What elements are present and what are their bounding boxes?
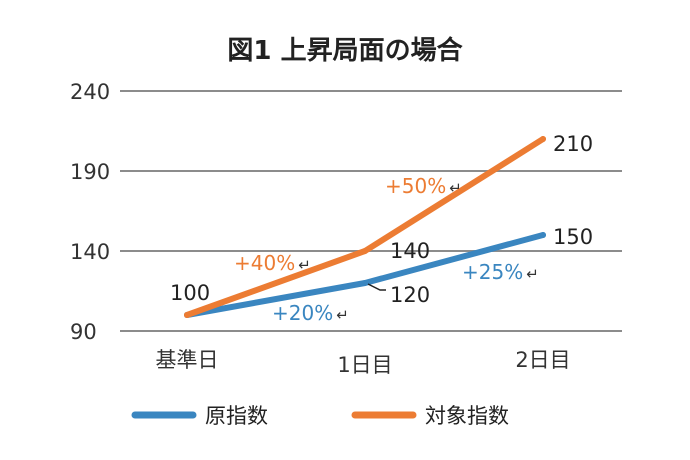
axis-labels: 90 140 190 240 基準日 1日目 2日目 [70,80,571,377]
y-tick-label: 90 [70,320,97,344]
y-tick-label: 240 [70,80,110,104]
legend-label: 対象指数 [425,404,509,428]
data-point [362,280,368,286]
grid-lines [120,90,622,332]
y-tick-label: 140 [70,240,110,264]
legend-label: 原指数 [205,404,268,428]
data-label: 100 [170,281,210,305]
series-lines [184,136,546,318]
change-label: +40% ↵ [234,251,311,275]
data-point [184,312,190,318]
chart-title: 図1 上昇局面の場合 [227,36,463,66]
legend: 原指数 対象指数 [131,404,509,428]
data-label: 140 [390,239,430,263]
x-tick-label: 2日目 [515,348,570,372]
data-point [540,136,546,142]
leader-line [367,283,386,291]
change-label: +25% ↵ [462,260,539,284]
series-line-1 [184,136,546,318]
x-tick-label: 基準日 [156,348,219,372]
data-label: 210 [553,132,593,156]
x-tick-label: 1日目 [337,353,392,377]
change-label: +50% ↵ [385,174,462,198]
y-tick-label: 190 [70,160,110,184]
data-labels: 100 120 150 140 210 +20% ↵ +25% ↵ +40% ↵ +50% ↵ [170,132,593,325]
data-label: 150 [553,225,593,249]
data-label: 120 [390,283,430,307]
data-point [540,232,546,238]
data-point [362,248,368,254]
change-label: +20% ↵ [272,301,349,325]
